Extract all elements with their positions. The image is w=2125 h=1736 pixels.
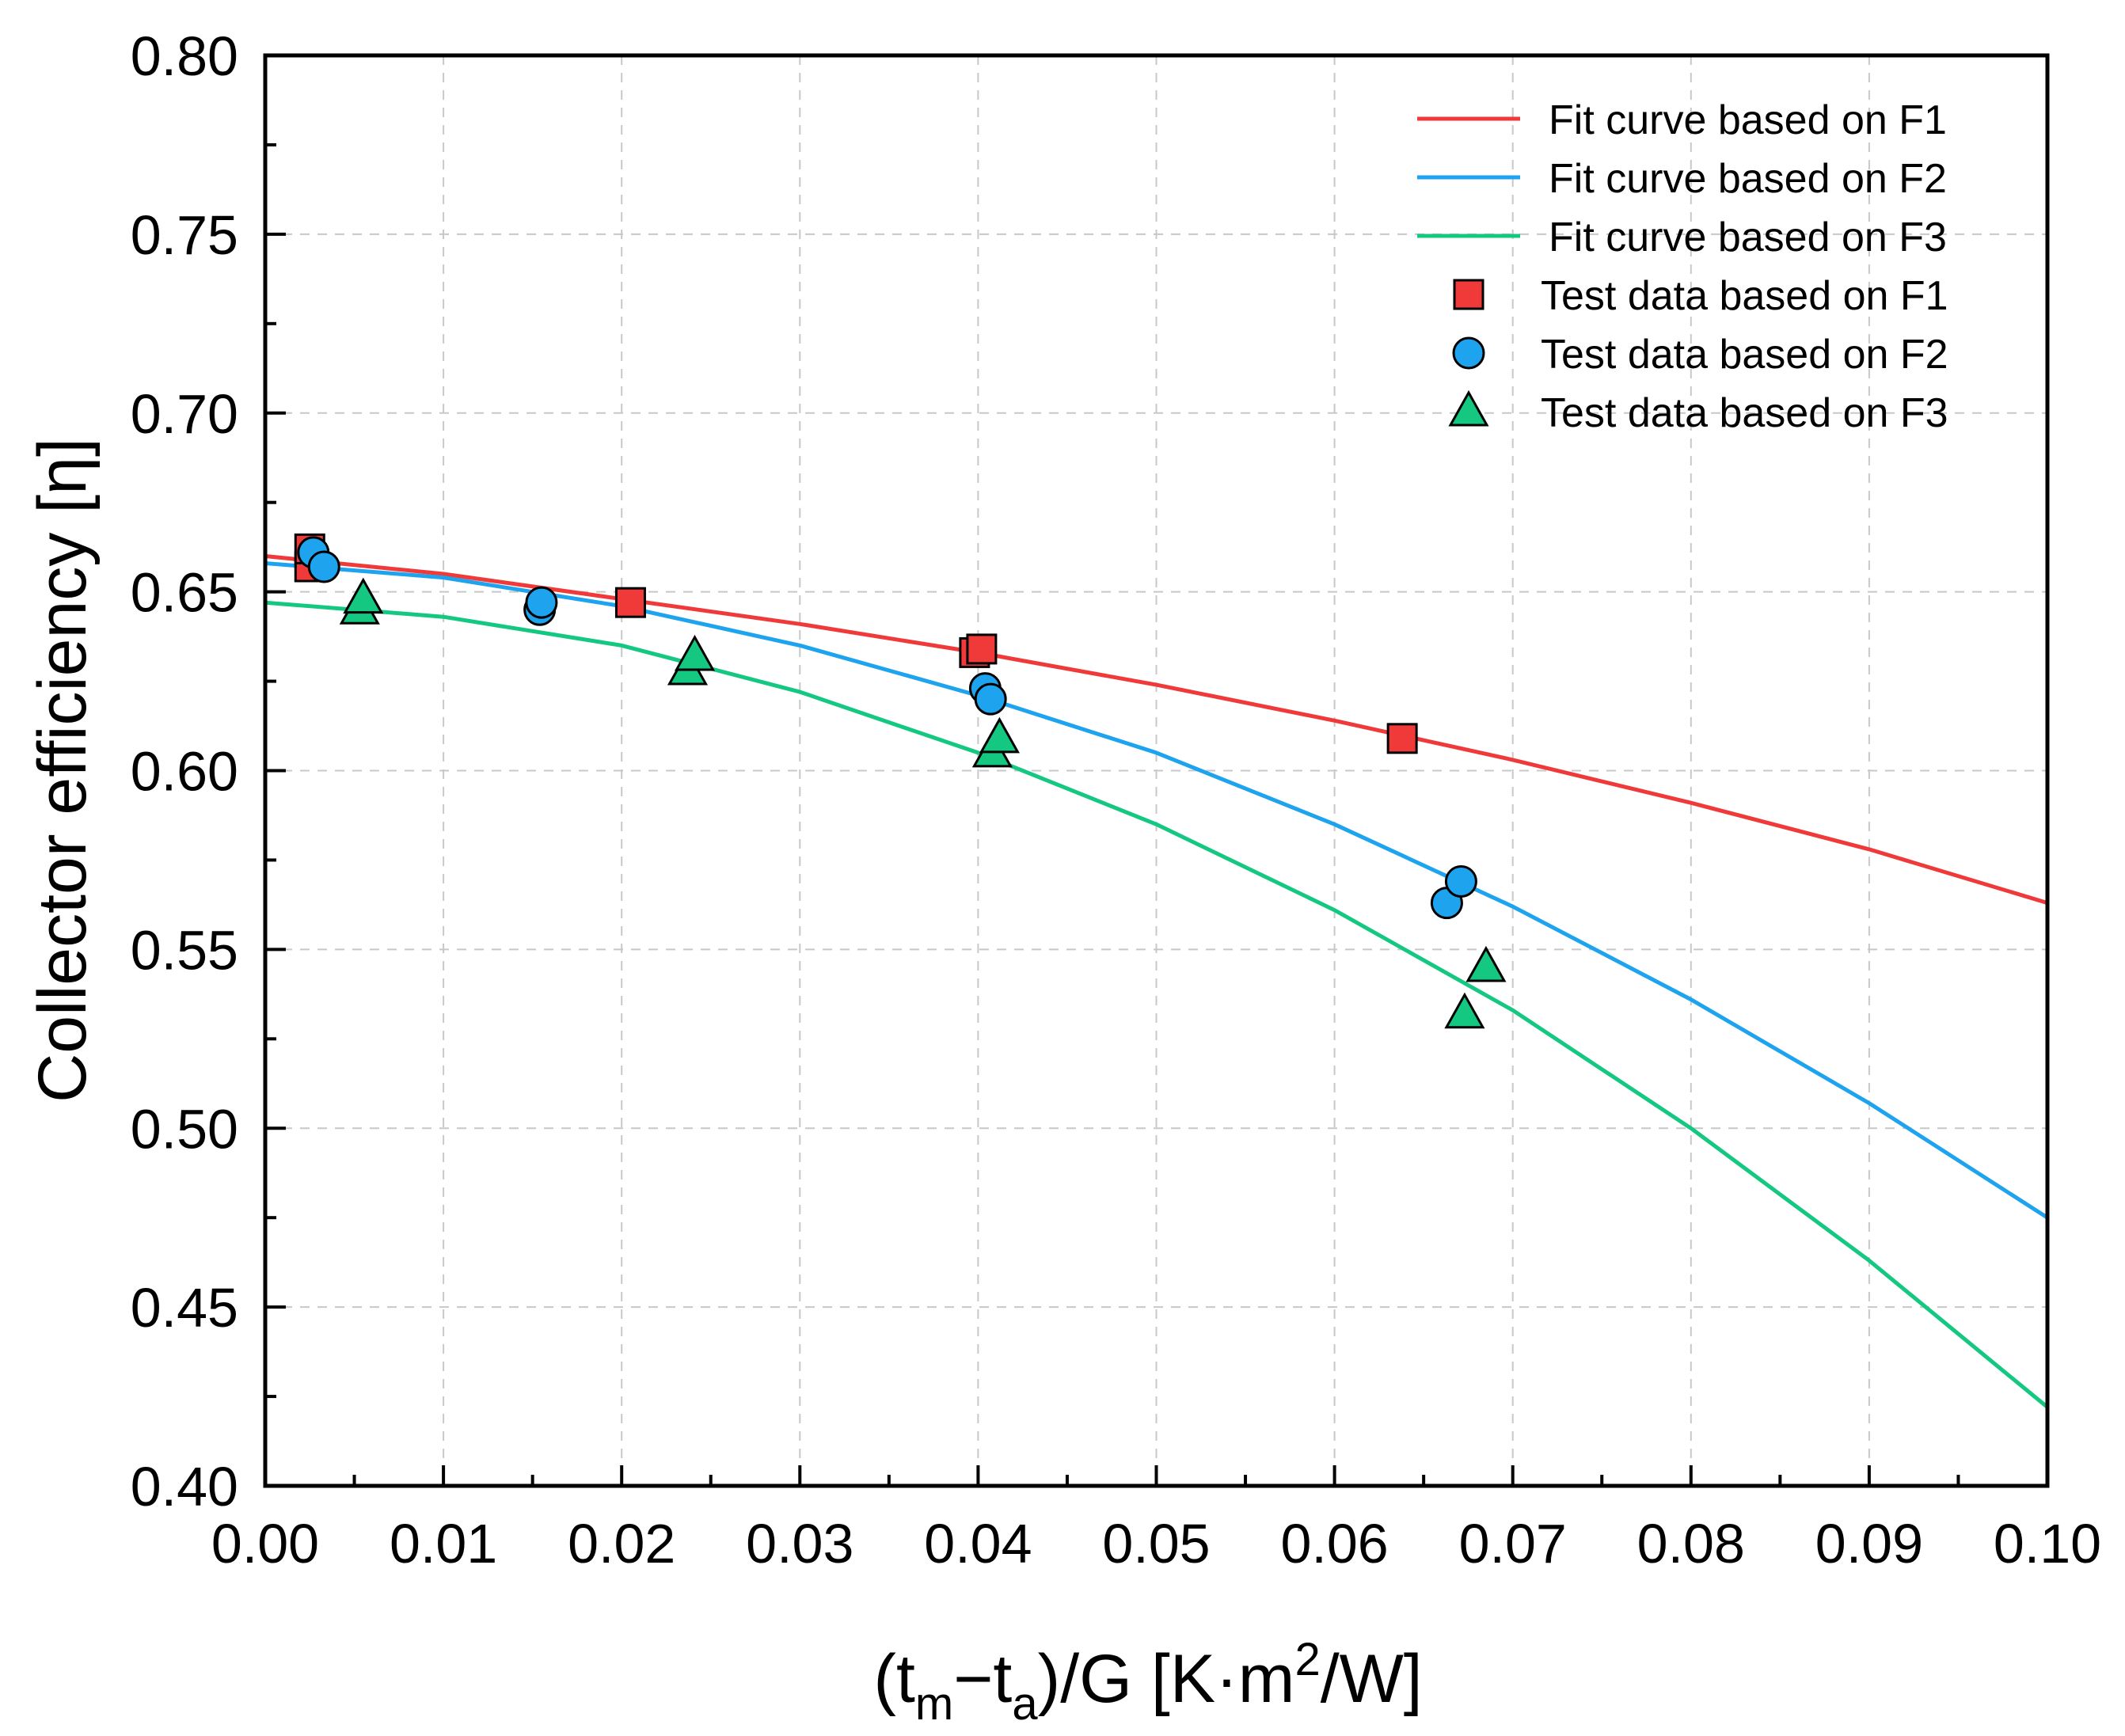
x-tick-label: 0.04 xyxy=(924,1513,1032,1575)
fit-curve-series-1 xyxy=(264,554,2048,905)
data-point-triangle-7 xyxy=(1444,992,1485,1029)
data-point-square-6 xyxy=(1386,723,1418,754)
x-axis-title-prefix: (t xyxy=(873,1641,915,1717)
y-tick-label: 0.80 xyxy=(131,25,238,87)
x-axis-title: (tm−ta)/G [K·m2/W] xyxy=(873,1634,1422,1730)
legend-label: Fit curve based on F2 xyxy=(1549,156,1947,202)
legend-marker-circle xyxy=(1452,336,1485,370)
y-tick-label: 0.45 xyxy=(131,1277,238,1339)
data-point-triangle-8 xyxy=(1465,945,1507,982)
y-tick-label: 0.60 xyxy=(131,741,238,803)
legend-label: Test data based on F1 xyxy=(1541,273,1948,319)
x-tick-label: 0.03 xyxy=(746,1513,853,1575)
x-axis-title-after: )/G [K·m xyxy=(1038,1641,1295,1717)
x-tick-label: 0.09 xyxy=(1815,1513,1923,1575)
x-tick-label: 0.08 xyxy=(1637,1513,1745,1575)
series-layer xyxy=(264,533,2049,1409)
x-axis-title-sub-m: m xyxy=(915,1678,953,1730)
x-tick-label: 0.01 xyxy=(390,1513,497,1575)
data-point-square-5 xyxy=(966,633,998,665)
data-point-triangle-6 xyxy=(979,716,1020,754)
fit-curve-series-3 xyxy=(264,600,2049,1409)
x-tick-label: 0.00 xyxy=(211,1513,319,1575)
grid xyxy=(265,55,2047,1486)
x-tick-label: 0.10 xyxy=(1994,1513,2101,1575)
legend-label: Fit curve based on F1 xyxy=(1549,97,1947,143)
data-point-triangle-2 xyxy=(343,577,384,614)
legend-label: Test data based on F3 xyxy=(1541,390,1948,436)
y-tick-label: 0.50 xyxy=(131,1098,238,1160)
legend-label: Test data based on F2 xyxy=(1541,332,1948,378)
data-point-circle-8 xyxy=(1444,865,1477,898)
data-point-circle-6 xyxy=(974,682,1007,716)
x-axis-title-sup: 2 xyxy=(1294,1634,1320,1685)
data-point-circle-4 xyxy=(525,586,558,619)
y-tick-label: 0.65 xyxy=(131,562,238,624)
x-tick-label: 0.02 xyxy=(568,1513,675,1575)
legend-marker-triangle xyxy=(1448,389,1489,427)
legend-label: Fit curve based on F3 xyxy=(1549,215,1947,260)
data-point-square-3 xyxy=(614,587,646,618)
legend-marker-square xyxy=(1453,279,1484,310)
legend: Fit curve based on F1 Fit curve based on … xyxy=(1417,97,1948,436)
y-tick-label: 0.75 xyxy=(131,204,238,266)
fit-curve-series-2 xyxy=(264,561,2049,1220)
x-axis-title-mid: −t xyxy=(953,1641,1012,1717)
x-tick-label: 0.07 xyxy=(1459,1513,1567,1575)
axis-ticks: 0.00 0.01 0.02 0.03 0.04 0.05 0.06 0.07 0.08 0.09… xyxy=(131,25,2101,1575)
data-point-circle-2 xyxy=(307,550,340,583)
y-axis-title: Collector efficiency [η] xyxy=(25,438,101,1103)
x-tick-label: 0.06 xyxy=(1280,1513,1388,1575)
y-tick-label: 0.55 xyxy=(131,919,238,981)
data-point-triangle-4 xyxy=(674,634,716,671)
x-tick-label: 0.05 xyxy=(1102,1513,1210,1575)
x-axis-title-suffix: /W] xyxy=(1321,1641,1423,1717)
x-axis-title-sub-a: a xyxy=(1012,1678,1038,1730)
y-tick-label: 0.70 xyxy=(131,383,238,445)
y-tick-label: 0.40 xyxy=(131,1456,238,1518)
